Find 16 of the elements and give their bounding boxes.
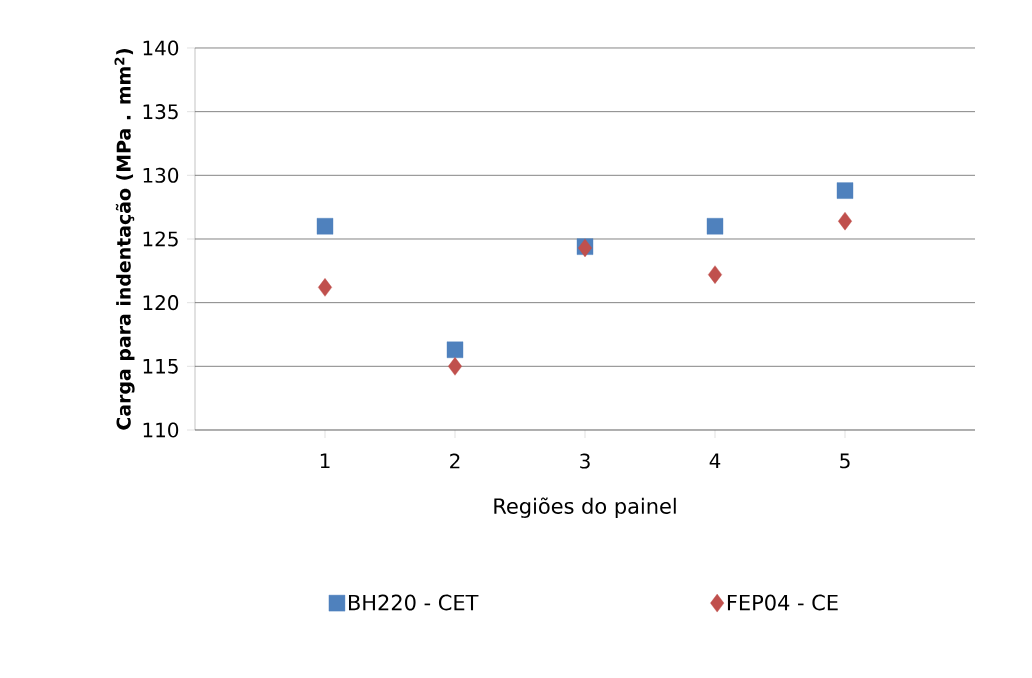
- y-tick-label: 120: [143, 295, 179, 311]
- legend-label: BH220 - CET: [348, 594, 479, 611]
- y-tick-label: 110: [143, 422, 179, 438]
- x-tick-label: 3: [580, 453, 590, 469]
- x-tick-label: 1: [320, 453, 330, 469]
- x-tick-label: 4: [709, 453, 721, 469]
- y-tick-label: 130: [143, 167, 179, 183]
- y-tick-label: 135: [143, 104, 178, 120]
- x-axis-title: Regiões do painel: [494, 497, 676, 519]
- x-tick-label: 5: [840, 453, 850, 469]
- y-tick-label: 125: [143, 231, 178, 247]
- text: Carga para indentação (MPa . mm$^{2}$): [114, 49, 135, 430]
- y-tick-label: 115: [143, 358, 178, 374]
- legend-label: FEP04 - CE: [727, 594, 838, 611]
- y-tick-label: 140: [143, 40, 179, 56]
- x-tick-label: 2: [450, 453, 460, 469]
